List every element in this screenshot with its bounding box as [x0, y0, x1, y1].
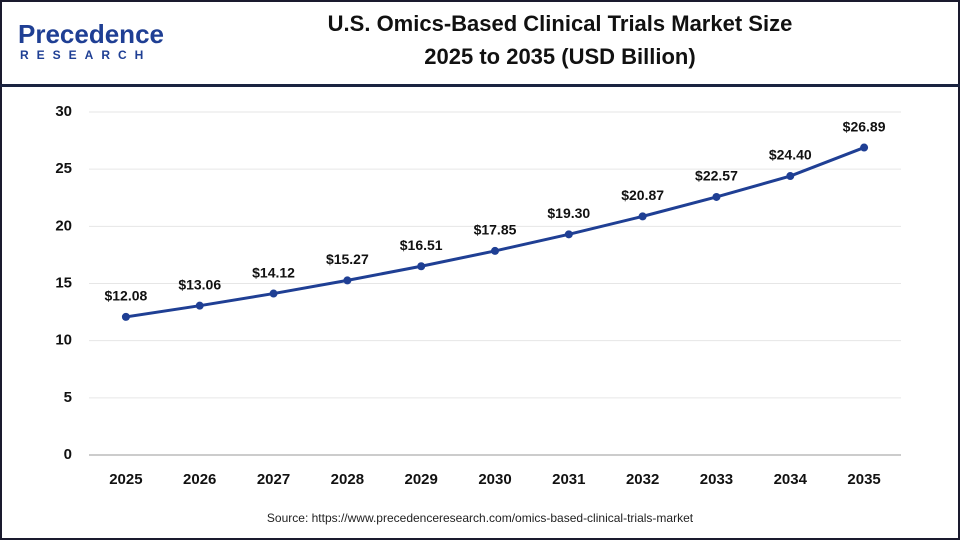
- data-label: $26.89: [843, 118, 886, 134]
- x-tick-label: 2025: [109, 471, 142, 488]
- y-tick-label: 20: [55, 217, 72, 234]
- point: [564, 230, 573, 239]
- x-tick-label: 2033: [700, 471, 733, 488]
- data-label: $14.12: [252, 264, 295, 280]
- x-tick-label: 2027: [257, 471, 290, 488]
- data-label: $12.08: [104, 288, 147, 304]
- point: [269, 289, 278, 298]
- y-tick-label: 5: [64, 389, 72, 406]
- data-label: $16.51: [400, 237, 443, 253]
- x-tick-label: 2029: [404, 471, 437, 488]
- data-label: $13.06: [178, 276, 221, 292]
- x-tick-label: 2035: [847, 471, 880, 488]
- data-label: $24.40: [769, 147, 812, 163]
- data-label: $19.30: [547, 205, 590, 221]
- y-tick-label: 0: [64, 446, 72, 463]
- point: [121, 312, 130, 321]
- y-tick-label: 25: [55, 160, 72, 177]
- point: [786, 172, 795, 181]
- point: [712, 192, 721, 201]
- x-tick-label: 2026: [183, 471, 216, 488]
- data-label: $17.85: [474, 222, 517, 238]
- header-rule: [0, 84, 960, 87]
- logo-tagline: RESEARCH: [20, 48, 151, 62]
- chart-title: U.S. Omics-Based Clinical Trials Market …: [328, 11, 793, 36]
- point: [417, 262, 426, 271]
- chart-title: 2025 to 2035 (USD Billion): [424, 44, 695, 69]
- point: [343, 276, 352, 285]
- point: [491, 246, 499, 255]
- x-tick-label: 2031: [552, 471, 585, 488]
- x-tick-label: 2032: [626, 471, 659, 488]
- point: [195, 301, 204, 310]
- data-label: $20.87: [621, 187, 664, 203]
- data-label: $22.57: [695, 168, 738, 184]
- data-label: $15.27: [326, 251, 369, 267]
- x-tick-label: 2028: [331, 471, 364, 488]
- source: Source: https://www.precedenceresearch.c…: [267, 511, 694, 525]
- point: [638, 212, 647, 221]
- logo-name: Precedence: [18, 19, 164, 49]
- point: [860, 143, 869, 152]
- y-tick-label: 10: [55, 332, 72, 349]
- x-tick-label: 2034: [774, 471, 808, 488]
- y-tick-label: 15: [55, 274, 72, 291]
- y-tick-label: 30: [55, 103, 72, 120]
- x-tick-label: 2030: [478, 471, 511, 488]
